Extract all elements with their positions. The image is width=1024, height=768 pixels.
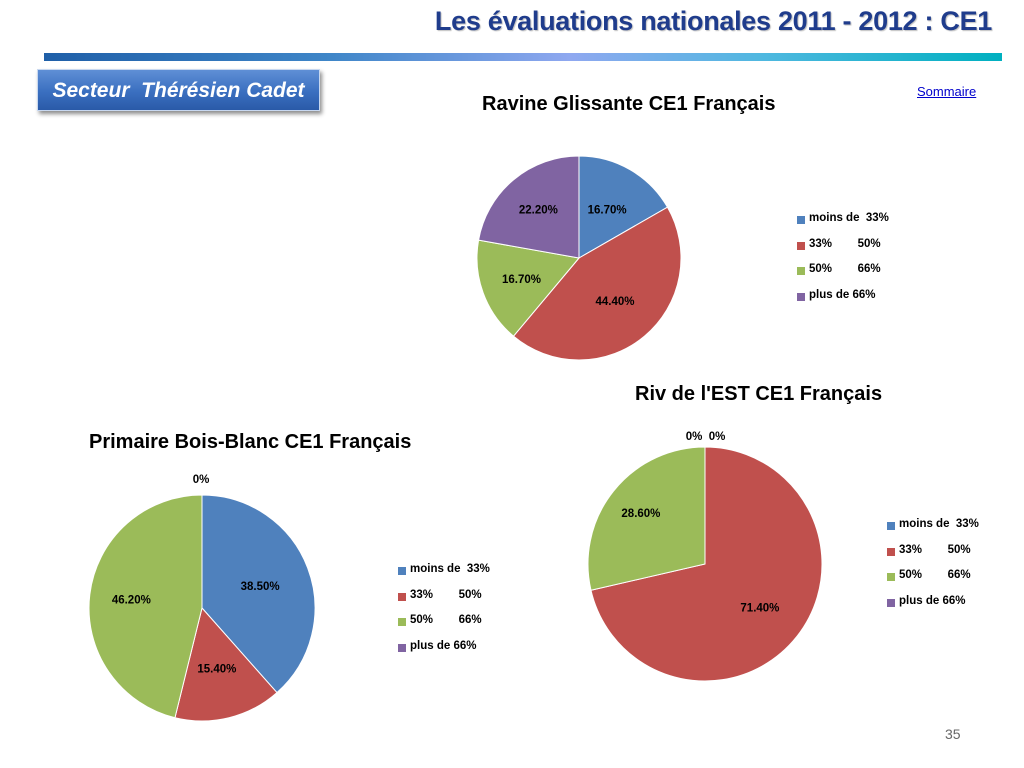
legend-label: moins de 33% bbox=[410, 563, 490, 575]
pie-slice bbox=[201, 494, 316, 694]
legend-item: moins de 33% bbox=[887, 518, 979, 544]
page-title: Les évaluations nationales 2011 - 2012 :… bbox=[434, 6, 992, 36]
legend-item: 33% 50% bbox=[887, 544, 979, 570]
pie-data-label: 16.70% bbox=[588, 204, 627, 216]
pie-slice bbox=[88, 494, 203, 719]
pie-svg: 0% 71.40% 28.60% 0% bbox=[587, 431, 823, 682]
legend-item: 33% 50% bbox=[398, 589, 490, 615]
legend-item: moins de 33% bbox=[797, 212, 889, 238]
legend-swatch bbox=[797, 216, 805, 224]
legend-label: plus de 66% bbox=[410, 640, 477, 653]
legend-swatch bbox=[797, 241, 805, 250]
legend-swatch bbox=[398, 644, 406, 653]
chart-title-ravine-glissante: Ravine Glissante CE1 Français bbox=[482, 93, 776, 115]
pie-data-label: 44.40% bbox=[596, 296, 635, 308]
pie-chart-primaire-bois-blanc: 38.50% 15.40% 46.20% 0% bbox=[88, 474, 316, 722]
legend-label: moins de 33% bbox=[899, 518, 979, 530]
pie-slice bbox=[477, 155, 580, 259]
legend-label: 33% 50% bbox=[809, 237, 881, 250]
pie-slice bbox=[512, 206, 682, 361]
page-number: 35 bbox=[945, 726, 961, 742]
legend-item: 50% 66% bbox=[398, 614, 490, 640]
legend-label: 50% 66% bbox=[899, 569, 971, 582]
sector-box: Secteur Thérésien Cadet bbox=[37, 69, 320, 111]
pie-data-label: 15.40% bbox=[197, 663, 236, 675]
pie-slice bbox=[578, 155, 669, 259]
legend-item: moins de 33% bbox=[398, 563, 490, 589]
legend-swatch bbox=[887, 599, 895, 608]
pie-data-label: 71.40% bbox=[740, 603, 779, 615]
legend-ravine-glissante: moins de 33% 33% 50% 50% 66% plus de 66% bbox=[797, 212, 889, 315]
legend-swatch bbox=[797, 293, 805, 302]
legend-swatch bbox=[398, 592, 406, 601]
legend-swatch bbox=[398, 618, 406, 627]
legend-swatch bbox=[398, 567, 406, 575]
pie-data-label: 46.20% bbox=[112, 594, 151, 606]
pie-data-label: 22.20% bbox=[519, 205, 558, 217]
legend-swatch bbox=[887, 547, 895, 556]
legend-item: 33% 50% bbox=[797, 238, 889, 264]
pie-data-label: 0% bbox=[686, 431, 703, 443]
legend-label: moins de 33% bbox=[809, 212, 889, 224]
legend-label: 50% 66% bbox=[809, 263, 881, 276]
legend-swatch bbox=[887, 522, 895, 530]
legend-label: plus de 66% bbox=[899, 595, 966, 608]
pie-svg: 38.50% 15.40% 46.20% 0% bbox=[88, 474, 316, 722]
legend-primaire-bois-blanc: moins de 33% 33% 50% 50% 66% plus de 66% bbox=[398, 563, 490, 666]
legend-swatch bbox=[797, 267, 805, 276]
legend-riv-de-l-est: moins de 33% 33% 50% 50% 66% plus de 66% bbox=[887, 518, 979, 621]
pie-data-label: 0% bbox=[709, 431, 726, 443]
legend-label: plus de 66% bbox=[809, 289, 876, 302]
legend-item: plus de 66% bbox=[398, 640, 490, 666]
pie-chart-riv-de-l-est: 0% 71.40% 28.60% 0% bbox=[587, 431, 823, 682]
title-underline-bar bbox=[44, 53, 1002, 61]
legend-item: plus de 66% bbox=[797, 289, 889, 315]
legend-swatch bbox=[887, 573, 895, 582]
pie-data-label: 28.60% bbox=[621, 508, 660, 520]
pie-data-label: 16.70% bbox=[502, 274, 541, 286]
legend-label: 33% 50% bbox=[410, 588, 482, 601]
pie-chart-ravine-glissante: 16.70% 44.40% 16.70% 22.20% bbox=[476, 155, 682, 361]
sommaire-link[interactable]: Sommaire bbox=[917, 84, 977, 99]
legend-item: 50% 66% bbox=[887, 569, 979, 595]
pie-data-label: 38.50% bbox=[241, 581, 280, 593]
pie-slice bbox=[590, 446, 823, 682]
legend-item: plus de 66% bbox=[887, 595, 979, 621]
pie-data-label: 0% bbox=[193, 474, 210, 486]
pie-slice bbox=[476, 239, 580, 337]
chart-title-primaire-bois-blanc: Primaire Bois-Blanc CE1 Français bbox=[89, 431, 412, 453]
legend-label: 50% 66% bbox=[410, 614, 482, 627]
pie-svg: 16.70% 44.40% 16.70% 22.20% bbox=[476, 155, 682, 361]
chart-title-riv-de-l-est: Riv de l'EST CE1 Français bbox=[635, 383, 883, 405]
legend-label: 33% 50% bbox=[899, 543, 971, 556]
legend-item: 50% 66% bbox=[797, 263, 889, 289]
pie-slice bbox=[587, 446, 706, 591]
pie-slice bbox=[174, 606, 278, 722]
